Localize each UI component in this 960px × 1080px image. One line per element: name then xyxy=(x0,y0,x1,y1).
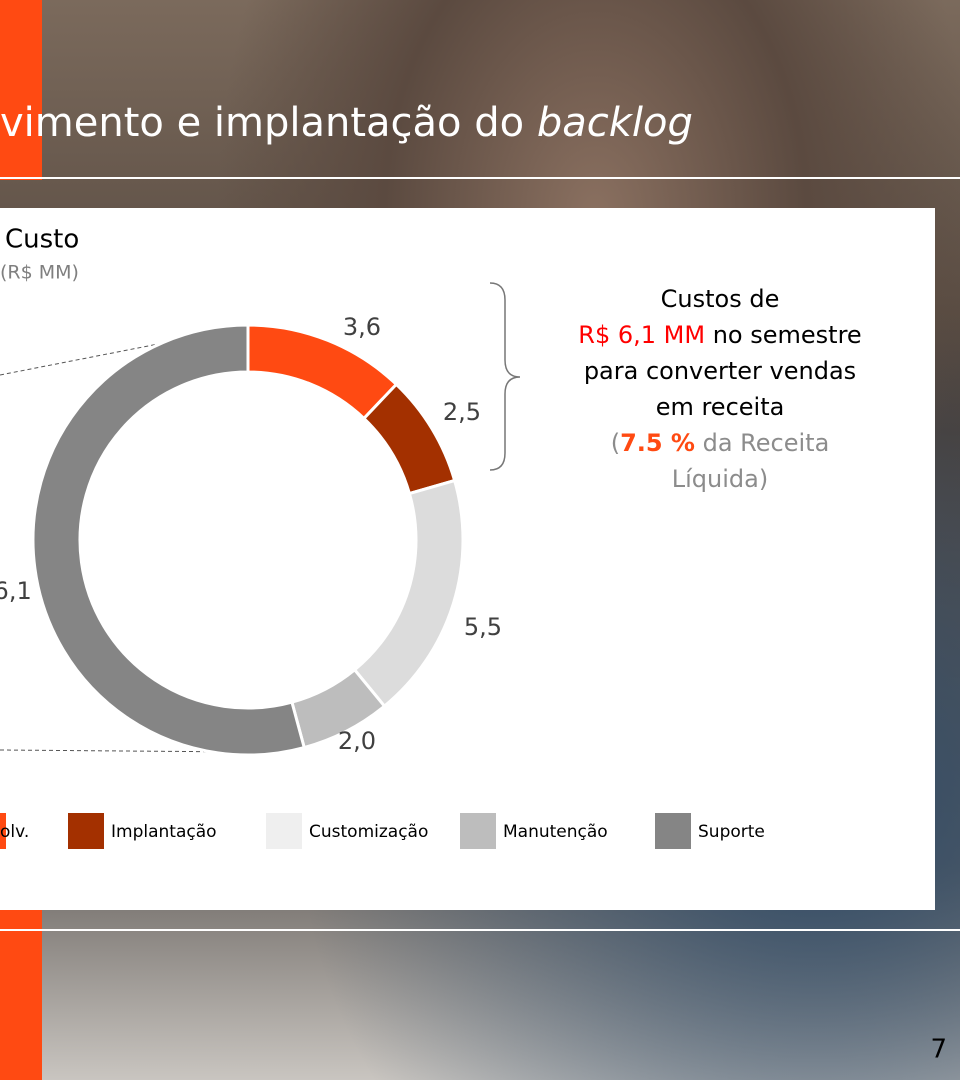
annotation-text: no semestre xyxy=(705,321,862,349)
legend-swatch xyxy=(460,813,496,849)
chart-subtitle: (R$ MM) xyxy=(0,262,79,284)
page-number: 7 xyxy=(930,1035,947,1065)
legend-swatch xyxy=(655,813,691,849)
annotation-text: Custos de xyxy=(661,285,780,313)
legend-label: Suporte xyxy=(698,822,765,842)
legend-swatch xyxy=(68,813,104,849)
annotation-text: ( xyxy=(611,429,620,457)
accent-bar xyxy=(0,0,42,180)
title-italic: backlog xyxy=(537,100,693,146)
annotation-text: R$ 6,1 MM xyxy=(578,321,705,349)
data-label: 2,5 xyxy=(443,398,481,426)
data-label: 2,0 xyxy=(338,727,376,755)
data-label: 16,1 xyxy=(0,577,32,605)
annotation-text: em receita xyxy=(656,393,785,421)
legend-label: Manutenção xyxy=(503,822,608,842)
annotation-line: Custos de xyxy=(661,285,780,313)
annotation-line: R$ 6,1 MM no semestre xyxy=(578,321,861,349)
annotation-line: para converter vendas xyxy=(584,357,856,385)
annotation-text: da Receita xyxy=(695,429,829,457)
annotation-line: em receita xyxy=(656,393,785,421)
data-label: 5,5 xyxy=(464,613,502,641)
annotation-text: para converter vendas xyxy=(584,357,856,385)
legend-label: Implantação xyxy=(111,822,217,842)
chart-title: Custo xyxy=(5,225,79,255)
data-label: 3,6 xyxy=(343,313,381,341)
annotation-line: (7.5 % da Receita xyxy=(611,429,830,457)
annotation-text: Líquida) xyxy=(672,465,768,493)
legend-label: olv. xyxy=(0,822,29,842)
title-text: vimento e implantação do xyxy=(0,100,537,146)
slide-title: vimento e implantação do backlog xyxy=(0,100,693,146)
annotation-line: Líquida) xyxy=(672,465,768,493)
donut-segment xyxy=(31,323,307,757)
legend-swatch xyxy=(266,813,302,849)
legend-swatch xyxy=(0,813,6,849)
panel xyxy=(0,208,935,910)
bracket xyxy=(489,282,521,471)
annotation-text: 7.5 % xyxy=(620,429,695,457)
accent-bar xyxy=(0,910,42,1080)
legend-label: Customização xyxy=(309,822,428,842)
